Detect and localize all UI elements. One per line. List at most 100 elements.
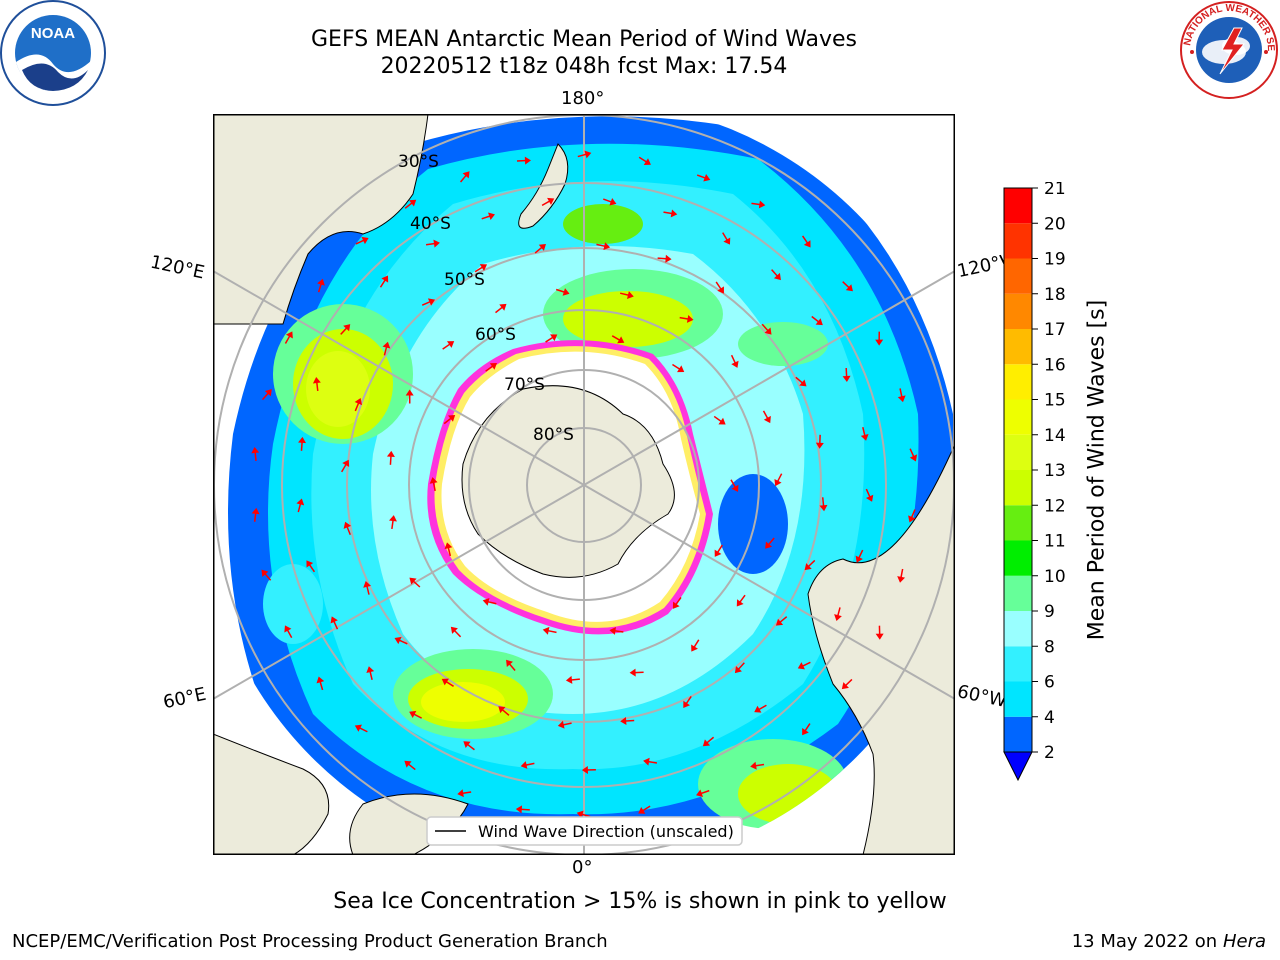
wave-arrow	[382, 341, 391, 356]
land-south-america	[807, 443, 955, 855]
wave-arrow	[457, 789, 472, 798]
wave-arrow	[774, 473, 783, 487]
lon-label-0: 0°	[572, 857, 593, 878]
wave-arrow	[485, 363, 498, 372]
colorbar-band	[1004, 470, 1032, 506]
wave-arrow	[619, 291, 634, 299]
wave-arrow	[312, 377, 321, 392]
colorbar-tick-label: 16	[1044, 355, 1066, 375]
wave-arrow	[284, 331, 293, 344]
wave-arrow	[261, 569, 272, 581]
colorbar-band	[1004, 611, 1032, 647]
wave-arrow	[811, 315, 823, 326]
colorbar-band	[1004, 329, 1032, 365]
colorbar-tick-label: 8	[1044, 637, 1055, 657]
wave-arrow	[672, 363, 685, 373]
wave-arrow	[577, 150, 592, 159]
lon-label-60e: 60°E	[161, 683, 208, 714]
credit-branch: NCEP/EMC/Verification Post Processing Pr…	[12, 931, 608, 952]
wave-arrow	[638, 156, 651, 165]
wave-arrow	[366, 666, 375, 681]
colorbar: 2 4 6 8 9 10 11 12 13 14 15 16 17 18 19 20 21	[1003, 182, 1066, 782]
wave-arrow	[842, 367, 851, 382]
wave-arrow	[340, 324, 351, 335]
colorbar-band	[1004, 293, 1032, 329]
wave-arrow	[797, 661, 811, 670]
wave-arrow	[722, 232, 731, 245]
wave-arrow	[284, 625, 293, 639]
wave-arrow	[581, 765, 596, 774]
meridian-lines	[213, 114, 955, 855]
lon-label-120e: 120°E	[148, 251, 207, 284]
wave-arrow	[897, 388, 906, 403]
colorbar-band	[1004, 575, 1032, 611]
wave-arrow	[696, 174, 711, 182]
colorbar-band	[1004, 399, 1032, 435]
wave-arrow	[691, 639, 700, 652]
wave-arrow	[865, 488, 874, 502]
credit-host: Hera	[1222, 931, 1266, 952]
map-frame: 30°S 40°S 50°S 60°S 70°S 80°S Wind Wave …	[213, 114, 955, 855]
colorbar-band	[1004, 258, 1032, 294]
wave-arrow	[363, 581, 372, 595]
wave-arrow	[629, 668, 644, 677]
wave-arrow	[603, 198, 617, 206]
wave-arrow	[672, 596, 682, 609]
colorbar-extend-min	[1003, 751, 1033, 782]
wave-arrow	[815, 434, 824, 449]
wave-arrow	[730, 479, 739, 492]
wave-arrow	[734, 662, 745, 674]
wave-arrow	[520, 761, 535, 769]
wave-arrow	[459, 171, 470, 183]
wave-arrow	[908, 509, 916, 523]
wave-arrow	[421, 298, 436, 306]
wave-arrow	[506, 659, 516, 671]
wave-arrow	[474, 264, 488, 273]
wave-arrow	[875, 625, 884, 640]
wave-arrow	[802, 723, 811, 736]
lon-label-180: 180°	[561, 88, 605, 109]
wave-arrow	[775, 616, 788, 626]
noaa-logo-text: NOAA	[31, 25, 75, 42]
wave-arrow	[795, 376, 807, 387]
wave-arrow	[442, 341, 455, 350]
colorbar-band	[1004, 223, 1032, 259]
wave-arrow	[296, 498, 305, 513]
wave-arrow	[516, 156, 531, 165]
map-title: GEFS MEAN Antarctic Mean Period of Wind …	[311, 27, 857, 52]
colorbar-band	[1004, 364, 1032, 400]
sea-ice-note: Sea Ice Concentration > 15% is shown in …	[333, 889, 947, 914]
wave-arrow	[441, 678, 454, 687]
wave-arrow	[557, 720, 572, 729]
colorbar-tick-label: 15	[1044, 391, 1066, 411]
wave-arrow	[804, 559, 816, 571]
wave-arrow	[404, 760, 416, 771]
lat-label-80s: 80°S	[533, 425, 574, 445]
wave-arrow	[534, 244, 546, 254]
wave-arrow	[715, 281, 724, 294]
wave-arrow	[765, 537, 775, 549]
colorbar-tick-label: 9	[1044, 602, 1055, 622]
wave-arrow	[842, 281, 853, 292]
wave-arrow	[443, 414, 456, 425]
noaa-logo: NOAA	[0, 0, 106, 106]
wave-arrow	[736, 594, 746, 607]
wave-arrow	[409, 577, 421, 588]
wave-arrow	[611, 335, 625, 344]
wave-arrow	[761, 323, 772, 335]
wave-arrow	[609, 626, 624, 635]
colorbar-band	[1004, 681, 1032, 717]
wave-arrow	[663, 209, 678, 218]
wave-arrow	[463, 741, 475, 751]
wave-arrow	[354, 724, 368, 733]
wave-arrow	[341, 459, 350, 473]
wave-arrow	[834, 607, 842, 621]
lat-label-50s: 50°S	[444, 270, 485, 290]
wave-arrow	[498, 706, 510, 716]
wave-arrow	[750, 761, 765, 770]
colorbar-band	[1004, 646, 1032, 682]
wave-arrow	[343, 521, 352, 536]
wave-arrow	[298, 436, 307, 451]
colorbar-tick-label: 4	[1044, 708, 1055, 728]
wave-arrow	[909, 448, 918, 462]
